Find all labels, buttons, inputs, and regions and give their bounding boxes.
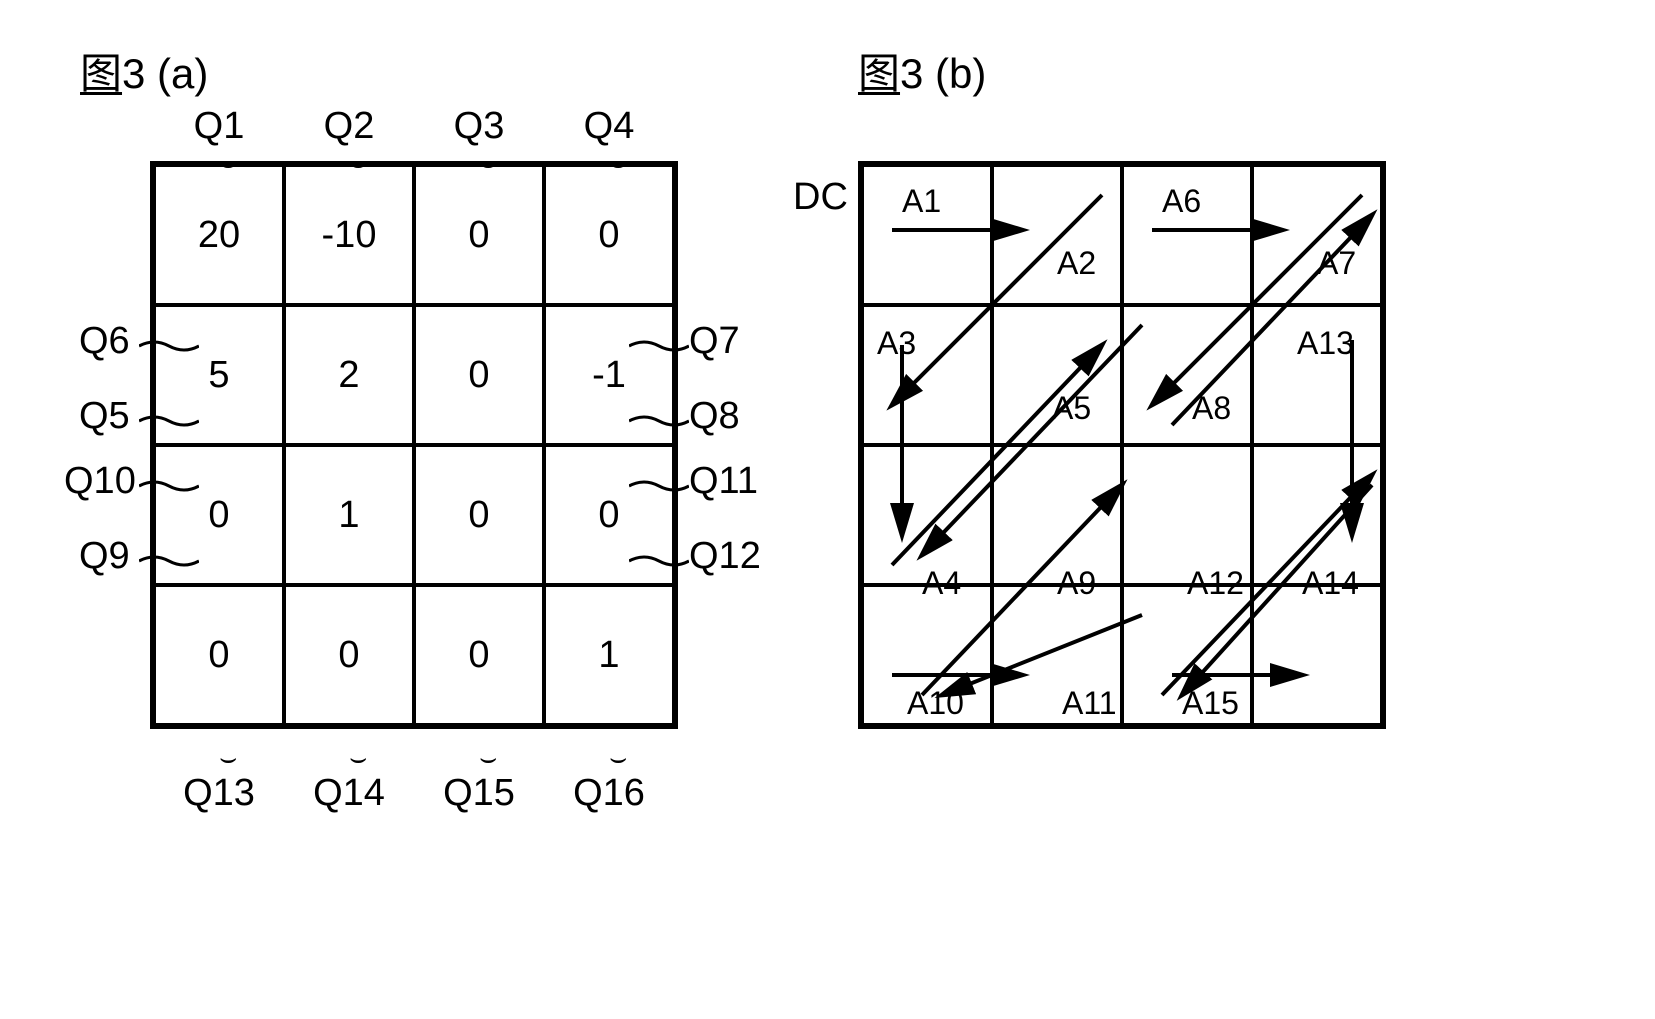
panel-a: 图3 (a) Q1⌣ Q2⌣ Q3⌣ Q4⌣ 20 -10 0 0 5 2 0 … [80, 40, 678, 729]
grid-a: Q1⌣ Q2⌣ Q3⌣ Q4⌣ 20 -10 0 0 5 2 0 -1 0 1 … [150, 161, 678, 729]
cell-b-2-3 [1252, 445, 1382, 585]
arrow-label-a2: A2 [1057, 245, 1096, 282]
arrow-label-a8: A8 [1192, 390, 1231, 427]
panel-a-title: 图3 (a) [80, 40, 678, 101]
title-b-number: 3 [900, 50, 923, 97]
title-b-suffix: (b) [923, 50, 986, 97]
panel-b: 图3 (b) DC [858, 40, 1386, 729]
cell-a-2-2: 0 [414, 445, 544, 585]
cell-b-0-1 [992, 165, 1122, 305]
side-label-q11: Q11 [689, 460, 758, 503]
cell-a-3-1: 0 [284, 585, 414, 725]
cell-a-0-1: -10 [284, 165, 414, 305]
arrow-label-a3: A3 [877, 325, 916, 362]
title-a-suffix: (a) [145, 50, 208, 97]
arrow-label-a14: A14 [1302, 565, 1359, 602]
arrow-label-a7: A7 [1317, 245, 1356, 282]
cell-a-1-1: 2 [284, 305, 414, 445]
bottom-label-q16: ⌣Q16 [544, 772, 674, 815]
arrow-label-a15: A15 [1182, 685, 1239, 722]
squiggle-q7 [629, 338, 689, 353]
col-label-q3: Q3⌣ [414, 105, 544, 148]
grid-b: A1 A2 A3 A4 A5 A6 A7 A8 A9 A10 A11 A12 A13 A14 A15 [858, 161, 1386, 729]
side-label-q5: Q5 [79, 395, 130, 438]
bottom-label-q13: ⌣Q13 [154, 772, 284, 815]
cell-a-0-0: 20 [154, 165, 284, 305]
cell-a-3-2: 0 [414, 585, 544, 725]
column-labels: Q1⌣ Q2⌣ Q3⌣ Q4⌣ [154, 105, 674, 148]
squiggle-q8 [629, 413, 689, 428]
bottom-label-q15: ⌣Q15 [414, 772, 544, 815]
squiggle-q9 [139, 553, 199, 568]
side-label-q8: Q8 [689, 395, 740, 438]
title-a-prefix: 图 [80, 50, 122, 97]
cell-a-2-1: 1 [284, 445, 414, 585]
squiggle-q10 [139, 478, 199, 493]
bottom-labels: ⌣Q13 ⌣Q14 ⌣Q15 ⌣Q16 [154, 772, 674, 815]
title-b-prefix: 图 [858, 50, 900, 97]
cell-a-0-2: 0 [414, 165, 544, 305]
squiggle-q11 [629, 478, 689, 493]
cell-b-0-3 [1252, 165, 1382, 305]
cell-b-3-3 [1252, 585, 1382, 725]
squiggle-q5 [139, 413, 199, 428]
arrow-label-a11: A11 [1062, 685, 1117, 722]
cell-a-0-3: 0 [544, 165, 674, 305]
panel-b-title: 图3 (b) [858, 40, 1386, 101]
arrow-label-a6: A6 [1162, 183, 1201, 220]
cell-b-1-2 [1122, 305, 1252, 445]
col-label-q2: Q2⌣ [284, 105, 414, 148]
cell-b-2-0 [862, 445, 992, 585]
squiggle-q6 [139, 338, 199, 353]
arrow-label-a1: A1 [902, 183, 941, 220]
cell-b-2-2 [1122, 445, 1252, 585]
col-label-q4: Q4⌣ [544, 105, 674, 148]
arrow-label-a12: A12 [1187, 565, 1244, 602]
cell-a-1-2: 0 [414, 305, 544, 445]
side-label-q6: Q6 [79, 320, 130, 363]
side-label-q10: Q10 [64, 460, 136, 503]
side-label-q12: Q12 [689, 535, 761, 578]
arrow-label-a9: A9 [1057, 565, 1096, 602]
side-label-q9: Q9 [79, 535, 130, 578]
arrow-label-a5: A5 [1052, 390, 1091, 427]
squiggle-q12 [629, 553, 689, 568]
col-label-q1: Q1⌣ [154, 105, 284, 148]
bottom-label-q14: ⌣Q14 [284, 772, 414, 815]
cell-a-3-0: 0 [154, 585, 284, 725]
title-a-number: 3 [122, 50, 145, 97]
arrow-label-a4: A4 [922, 565, 961, 602]
arrow-label-a10: A10 [907, 685, 964, 722]
dc-label: DC [793, 176, 848, 219]
cell-a-3-3: 1 [544, 585, 674, 725]
cell-b-2-1 [992, 445, 1122, 585]
grid-b-wrapper: DC [858, 161, 1386, 729]
side-label-q7: Q7 [689, 320, 740, 363]
arrow-label-a13: A13 [1297, 325, 1354, 362]
